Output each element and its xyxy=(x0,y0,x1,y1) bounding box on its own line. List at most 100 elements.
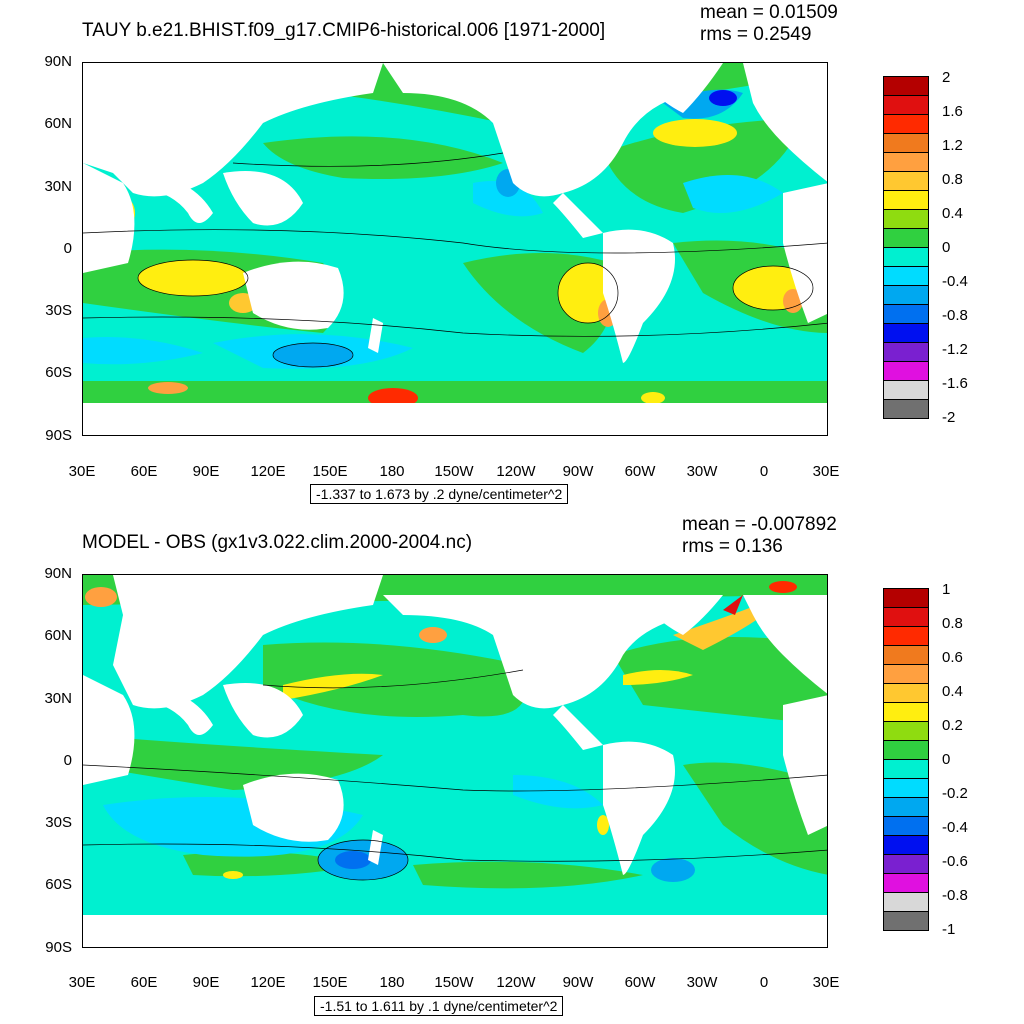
colorbar-label: -0.4 xyxy=(942,273,968,290)
contour-info: -1.51 to 1.611 by .1 dyne/centimeter^2 xyxy=(314,996,564,1016)
colorbar-label: -1.2 xyxy=(942,341,968,358)
colorbar-swatch xyxy=(883,247,929,267)
colorbar-swatch xyxy=(883,209,929,229)
lon-label: 0 xyxy=(759,463,769,480)
colorbar-swatch xyxy=(883,228,929,248)
contour-info: -1.337 to 1.673 by .2 dyne/centimeter^2 xyxy=(310,484,569,504)
colorbar-swatch xyxy=(883,152,929,172)
colorbar-swatch xyxy=(883,835,929,855)
lon-label: 180 xyxy=(379,463,405,480)
lon-label: 120W xyxy=(496,974,536,991)
colorbar-swatch xyxy=(883,740,929,760)
lon-label: 30E xyxy=(812,974,840,991)
colorbar xyxy=(883,588,929,931)
colorbar-swatch xyxy=(883,361,929,381)
colorbar-label: -2 xyxy=(942,409,956,426)
lon-label: 30E xyxy=(68,463,96,480)
lon-label: 90E xyxy=(192,463,220,480)
map-field xyxy=(83,63,827,435)
rms-value: rms = 0.2549 xyxy=(700,24,812,45)
colorbar-swatch xyxy=(883,607,929,627)
lon-label: 30W xyxy=(686,974,718,991)
colorbar-label: 0.8 xyxy=(942,615,963,632)
lon-label: 150E xyxy=(312,974,348,991)
colorbar-label: 0.4 xyxy=(942,683,963,700)
lat-label: 60S xyxy=(45,364,72,381)
lat-label: 60N xyxy=(44,115,72,132)
lon-label: 30W xyxy=(686,463,718,480)
colorbar-swatch xyxy=(883,133,929,153)
colorbar-label: -0.6 xyxy=(942,853,968,870)
lat-label: 90S xyxy=(45,427,72,444)
colorbar-swatch xyxy=(883,645,929,665)
colorbar-label: -0.2 xyxy=(942,785,968,802)
colorbar-swatch xyxy=(883,721,929,741)
lon-label: 60W xyxy=(624,974,656,991)
rms-value: rms = 0.136 xyxy=(682,536,783,557)
map-field xyxy=(83,575,827,947)
lat-label: 60S xyxy=(45,876,72,893)
lon-label: 180 xyxy=(379,974,405,991)
colorbar-label: 0.8 xyxy=(942,171,963,188)
colorbar-label: 0.2 xyxy=(942,717,963,734)
colorbar-swatch xyxy=(883,323,929,343)
lat-label: 30N xyxy=(44,178,72,195)
colorbar-label: 0 xyxy=(942,239,951,256)
colorbar-swatch xyxy=(883,399,929,419)
colorbar-swatch xyxy=(883,664,929,684)
panel-title: MODEL - OBS (gx1v3.022.clim.2000-2004.nc… xyxy=(82,532,473,553)
colorbar-swatch xyxy=(883,95,929,115)
colorbar-swatch xyxy=(883,816,929,836)
lat-label: 30S xyxy=(45,302,72,319)
colorbar-label: 2 xyxy=(942,69,951,86)
colorbar-swatch xyxy=(883,380,929,400)
colorbar-swatch xyxy=(883,797,929,817)
lat-label: 30N xyxy=(44,690,72,707)
colorbar-label: -1.6 xyxy=(942,375,968,392)
map-plot xyxy=(82,62,828,436)
panel-title: TAUY b.e21.BHIST.f09_g17.CMIP6-historica… xyxy=(82,20,606,41)
colorbar-swatch xyxy=(883,911,929,931)
lon-label: 30E xyxy=(68,974,96,991)
lon-label: 60E xyxy=(130,463,158,480)
lon-label: 90W xyxy=(562,463,594,480)
lon-label: 120E xyxy=(250,974,286,991)
lon-label: 30E xyxy=(812,463,840,480)
lon-label: 90E xyxy=(192,974,220,991)
lon-label: 120E xyxy=(250,463,286,480)
lon-label: 150W xyxy=(434,974,474,991)
colorbar-swatch xyxy=(883,342,929,362)
colorbar-label: 0.6 xyxy=(942,649,963,666)
colorbar-swatch xyxy=(883,285,929,305)
colorbar-swatch xyxy=(883,626,929,646)
lon-label: 120W xyxy=(496,463,536,480)
colorbar-swatch xyxy=(883,873,929,893)
colorbar-swatch xyxy=(883,304,929,324)
lon-label: 150E xyxy=(312,463,348,480)
colorbar-label: -0.8 xyxy=(942,307,968,324)
colorbar xyxy=(883,76,929,419)
lat-label: 90S xyxy=(45,939,72,956)
lat-label: 0 xyxy=(63,752,72,769)
map-plot xyxy=(82,574,828,948)
colorbar-swatch xyxy=(883,114,929,134)
colorbar-swatch xyxy=(883,588,929,608)
colorbar-label: -0.8 xyxy=(942,887,968,904)
colorbar-swatch xyxy=(883,702,929,722)
colorbar-label: 0 xyxy=(942,751,951,768)
lon-label: 60E xyxy=(130,974,158,991)
colorbar-swatch xyxy=(883,778,929,798)
colorbar-swatch xyxy=(883,171,929,191)
colorbar-label: 1.6 xyxy=(942,103,963,120)
colorbar-label: 0.4 xyxy=(942,205,963,222)
lat-label: 90N xyxy=(44,53,72,70)
lat-label: 90N xyxy=(44,565,72,582)
colorbar-swatch xyxy=(883,759,929,779)
colorbar-swatch xyxy=(883,76,929,96)
colorbar-swatch xyxy=(883,854,929,874)
colorbar-swatch xyxy=(883,266,929,286)
mean-value: mean = 0.01509 xyxy=(700,2,838,23)
lon-label: 150W xyxy=(434,463,474,480)
mean-value: mean = -0.007892 xyxy=(682,514,837,535)
colorbar-label: -1 xyxy=(942,921,956,938)
